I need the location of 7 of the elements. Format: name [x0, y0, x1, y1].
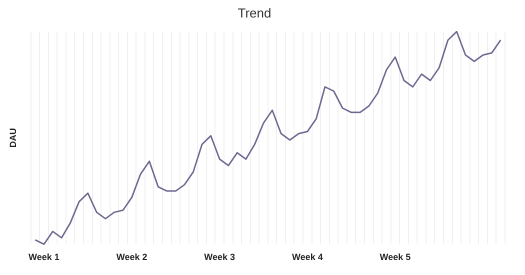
x-tick-label: Week 1 — [28, 252, 60, 262]
x-tick-label: Week 2 — [116, 252, 148, 262]
y-axis-title: DAU — [8, 128, 18, 148]
x-tick-label: Week 4 — [292, 252, 323, 262]
chart-title: Trend — [238, 5, 272, 20]
x-tick-label: Week 3 — [204, 252, 236, 262]
x-tick-label: Week 5 — [380, 252, 411, 262]
